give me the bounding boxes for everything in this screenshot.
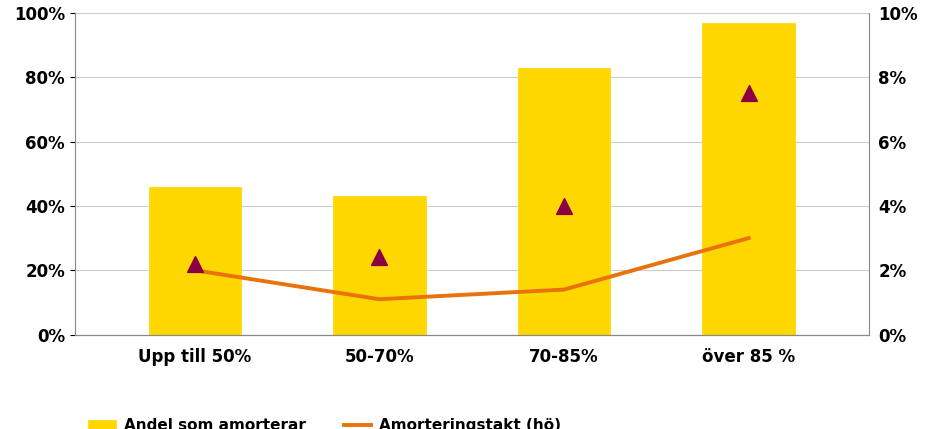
Point <box>187 260 202 267</box>
Bar <box>517 67 610 335</box>
Bar <box>702 23 795 335</box>
Point <box>372 254 387 261</box>
Bar <box>149 187 241 335</box>
Point <box>742 90 757 97</box>
Point <box>557 202 572 209</box>
Bar <box>333 196 426 335</box>
